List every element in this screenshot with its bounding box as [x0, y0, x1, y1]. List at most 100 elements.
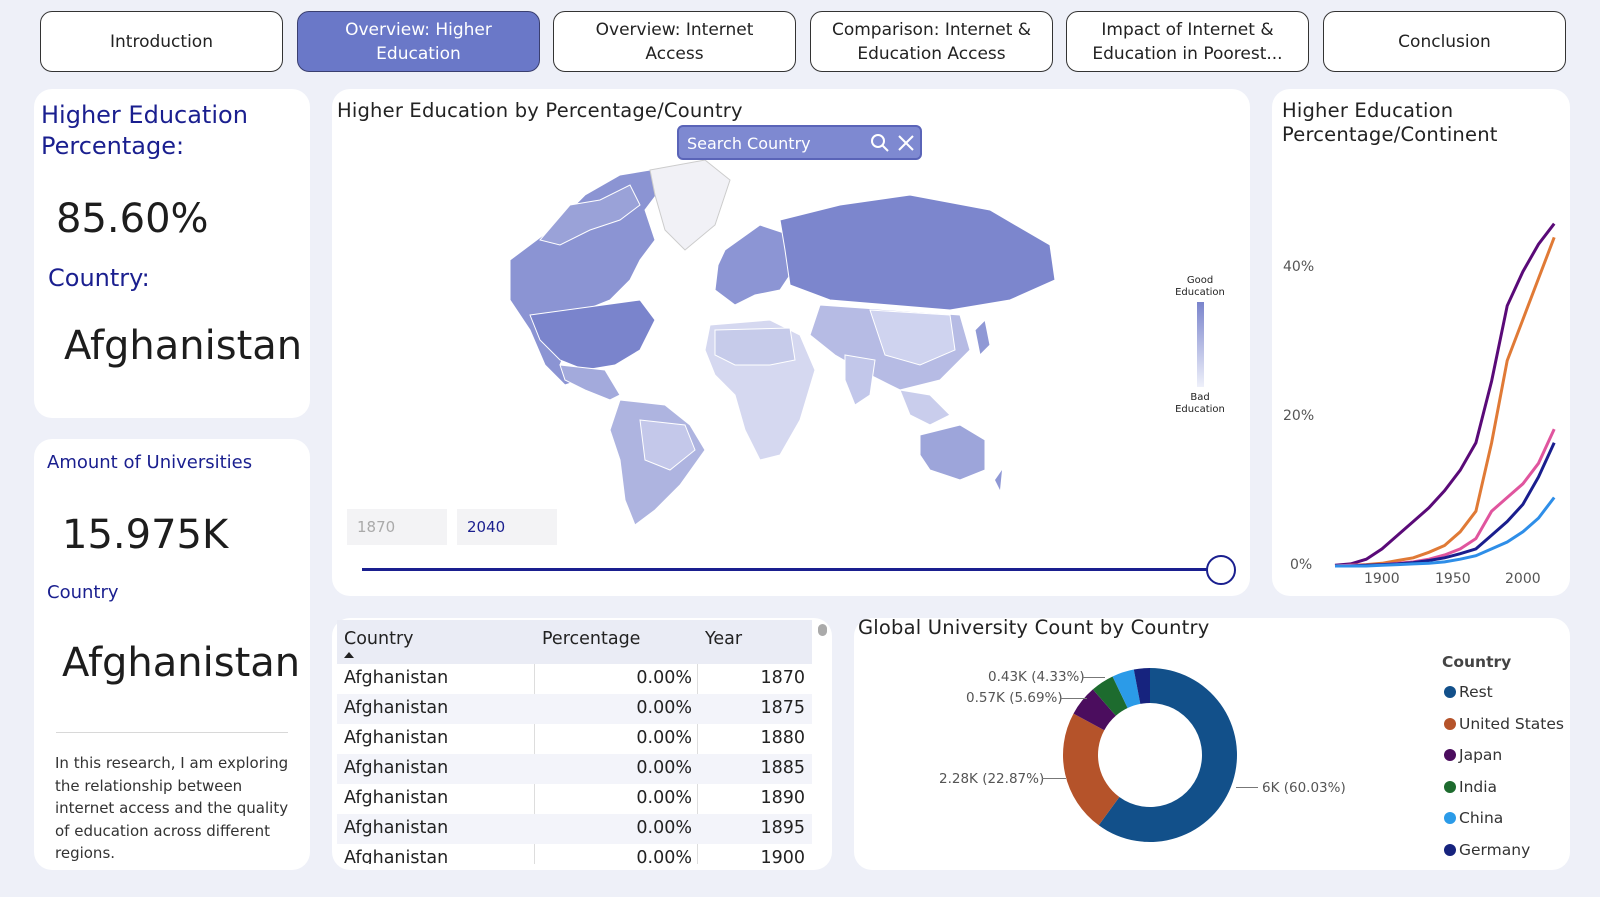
map-europe — [714, 224, 801, 306]
legend-item-rest[interactable]: Rest — [1444, 683, 1493, 701]
map-legend-gradient — [1197, 302, 1204, 387]
donut-slice-japan[interactable] — [1073, 689, 1116, 731]
year-start-input[interactable]: 1870 — [347, 509, 447, 545]
map-legend-bad: Bad Education — [1175, 392, 1225, 415]
higher-education-percentage-card — [34, 89, 310, 418]
donut-leader-india — [1061, 698, 1087, 699]
table-body[interactable]: Afghanistan 0.00% 1870 Afghanistan 0.00% 187… — [337, 664, 812, 864]
map-title: Higher Education by Percentage/Country — [337, 99, 743, 122]
legend-label: United States — [1459, 714, 1564, 733]
legend-item-united-states[interactable]: United States — [1444, 715, 1564, 733]
year-end-input[interactable]: 2040 — [457, 509, 557, 545]
column-header-percentage[interactable]: Percentage — [542, 629, 641, 649]
table-row[interactable]: Afghanistan 0.00% 1890 — [344, 788, 805, 808]
tab-overview-higher-education[interactable]: Overview: Higher Education — [297, 11, 540, 72]
x-tick-1950: 1950 — [1435, 571, 1471, 587]
tab-comparison[interactable]: Comparison: Internet & Education Access — [810, 11, 1053, 72]
continent-chart-card — [1272, 89, 1570, 596]
donut-label-india: 0.57K (5.69%) — [966, 690, 1063, 706]
legend-item-germany[interactable]: Germany — [1444, 841, 1530, 859]
legend-item-japan[interactable]: Japan — [1444, 746, 1502, 764]
map-china — [869, 309, 956, 366]
search-country-input[interactable]: Search Country — [677, 125, 922, 160]
tab-overview-internet-access[interactable]: Overview: Internet Access — [553, 11, 796, 72]
close-icon[interactable] — [895, 132, 917, 154]
column-header-country[interactable]: Country — [344, 629, 414, 649]
description-text: In this research, I am exploring the rel… — [55, 754, 289, 862]
donut-label-japan: 0.43K (4.33%) — [988, 669, 1085, 685]
universities-country-label: Country — [47, 582, 119, 603]
donut-slice-china[interactable] — [1112, 669, 1141, 709]
donut-leader-japan — [1083, 677, 1105, 678]
world-map[interactable] — [490, 150, 1090, 530]
x-tick-2000: 2000 — [1505, 571, 1541, 587]
legend-label: China — [1459, 809, 1504, 827]
legend-item-china[interactable]: China — [1444, 809, 1503, 827]
y-tick-20: 20% — [1283, 408, 1315, 424]
sort-ascending-icon[interactable] — [344, 652, 354, 658]
line-series-0[interactable] — [1334, 222, 1556, 567]
university-donut-chart[interactable] — [1055, 665, 1245, 845]
year-slider-track[interactable] — [362, 568, 1222, 571]
line-series-4[interactable] — [1335, 496, 1556, 568]
table-row[interactable]: Afghanistan 0.00% 1895 — [337, 814, 812, 844]
line-series-1[interactable] — [1334, 236, 1556, 568]
legend-label: Germany — [1459, 840, 1531, 859]
column-header-year[interactable]: Year — [705, 629, 743, 649]
donut-title: Global University Count by Country — [858, 616, 1210, 639]
tab-conclusion[interactable]: Conclusion — [1323, 11, 1566, 72]
universities-value: 15.975K — [62, 512, 229, 558]
map-north-africa — [714, 327, 796, 366]
y-tick-40: 40% — [1283, 259, 1315, 275]
higher-education-percentage-title: Higher Education Percentage: — [41, 101, 248, 160]
table-row[interactable]: Afghanistan 0.00% 1885 — [337, 754, 812, 784]
search-icon[interactable] — [869, 132, 891, 154]
legend-label: Japan — [1459, 746, 1503, 764]
map-japan — [974, 318, 991, 357]
description-divider — [56, 732, 288, 733]
donut-label-us: 2.28K (22.87%) — [939, 771, 1045, 787]
donut-slice-rest[interactable] — [1098, 668, 1237, 842]
universities-country-value: Afghanistan — [62, 640, 301, 686]
x-tick-1900: 1900 — [1364, 571, 1400, 587]
donut-slice-germany[interactable] — [1133, 668, 1150, 704]
map-brazil — [639, 419, 696, 471]
year-slider-handle[interactable] — [1206, 555, 1236, 585]
donut-label-rest: 6K (60.03%) — [1262, 780, 1346, 796]
legend-dot — [1444, 780, 1456, 793]
map-legend-good: Good Education — [1175, 275, 1225, 298]
map-new-zealand — [995, 470, 1002, 490]
legend-dot — [1444, 717, 1456, 730]
map-southeast-asia — [899, 389, 951, 426]
table-header: Country Percentage Year — [337, 620, 812, 664]
table-scrollbar-thumb[interactable] — [818, 624, 827, 636]
table-row[interactable]: Afghanistan 0.00% 1870 — [344, 668, 805, 688]
continent-line-chart[interactable] — [1272, 150, 1570, 600]
donut-leader-us — [1042, 778, 1066, 779]
line-series-3[interactable] — [1335, 442, 1556, 568]
donut-slice-united-states[interactable] — [1063, 713, 1120, 826]
legend-dot — [1444, 812, 1456, 824]
universities-title: Amount of Universities — [47, 452, 253, 473]
universities-card — [34, 439, 310, 870]
table-row[interactable]: Afghanistan 0.00% 1880 — [344, 728, 805, 748]
table-row[interactable]: Afghanistan 0.00% 1900 — [344, 848, 805, 864]
legend-label: India — [1459, 777, 1498, 796]
map-australia — [919, 424, 986, 481]
country-label: Country: — [48, 264, 150, 292]
table-row[interactable]: Afghanistan 0.00% 1875 — [337, 694, 812, 724]
map-india — [844, 354, 876, 406]
country-value: Afghanistan — [64, 323, 303, 369]
map-mexico — [559, 364, 621, 401]
legend-label: Rest — [1459, 683, 1493, 701]
donut-slice-india[interactable] — [1092, 676, 1128, 716]
legend-item-india[interactable]: India — [1444, 778, 1497, 796]
tab-impact[interactable]: Impact of Internet & Education in Poores… — [1066, 11, 1309, 72]
donut-leader-rest — [1236, 787, 1258, 788]
search-placeholder: Search Country — [687, 134, 811, 153]
tab-introduction[interactable]: Introduction — [40, 11, 283, 72]
y-tick-0: 0% — [1290, 557, 1313, 573]
map-canada-north — [539, 184, 641, 246]
legend-dot — [1444, 843, 1456, 856]
map-russia — [779, 194, 1056, 311]
